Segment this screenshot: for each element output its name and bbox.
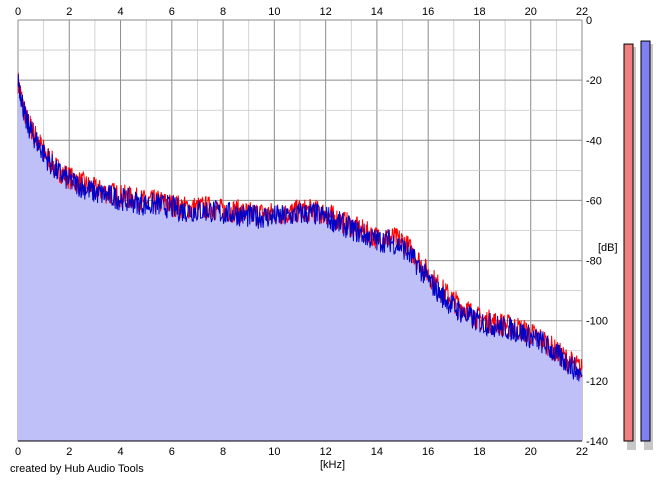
x-tick-label-top: 14	[371, 6, 383, 18]
x-tick-label-top: 8	[220, 6, 226, 18]
y-tick-label: -140	[586, 436, 608, 448]
series-line-right	[17, 74, 583, 382]
x-axis-top: 0 2 4 6 8 10 12 14 16 18 20 22	[15, 6, 588, 18]
y-tick-label: 0	[586, 15, 592, 27]
level-meter-left	[623, 43, 634, 442]
x-tick-label-top: 20	[525, 6, 537, 18]
y-tick-label: -20	[586, 75, 602, 87]
x-tick-label-bottom: 0	[15, 446, 21, 458]
y-tick-label: -60	[586, 195, 602, 207]
x-tick-label-bottom: 12	[320, 446, 332, 458]
x-tick-label-top: 12	[320, 6, 332, 18]
x-tick-label-bottom: 6	[169, 446, 175, 458]
y-axis: 0 -20 -40 -60 -80 -100 -120 -140	[586, 15, 608, 448]
x-tick-label-bottom: 18	[473, 446, 485, 458]
level-meter-right	[640, 40, 651, 442]
spectrum-fill	[18, 74, 582, 442]
x-tick-label-bottom: 14	[371, 446, 383, 458]
x-tick-label-bottom: 2	[66, 446, 72, 458]
x-axis-label: [kHz]	[320, 459, 345, 471]
x-tick-label-top: 22	[576, 6, 588, 18]
y-tick-label: -80	[586, 256, 602, 268]
x-tick-label-bottom: 4	[117, 446, 123, 458]
x-tick-label-bottom: 10	[268, 446, 280, 458]
series-lines	[17, 72, 583, 382]
x-tick-label-top: 16	[422, 6, 434, 18]
credit-text: created by Hub Audio Tools	[10, 463, 144, 475]
x-tick-label-top: 6	[169, 6, 175, 18]
x-tick-label-bottom: 20	[525, 446, 537, 458]
y-tick-label: -120	[586, 376, 608, 388]
x-tick-label-bottom: 22	[576, 446, 588, 458]
x-tick-label-top: 4	[117, 6, 123, 18]
x-axis-bottom: 0 2 4 6 8 10 12 14 16 18 20 22	[15, 446, 588, 458]
y-axis-label: [dB]	[598, 242, 618, 254]
y-tick-label: -40	[586, 135, 602, 147]
x-tick-label-top: 18	[473, 6, 485, 18]
x-tick-label-bottom: 8	[220, 446, 226, 458]
x-tick-label-top: 2	[66, 6, 72, 18]
y-tick-label: -100	[586, 316, 608, 328]
x-tick-label-top: 10	[268, 6, 280, 18]
x-tick-label-top: 0	[15, 6, 21, 18]
x-tick-label-bottom: 16	[422, 446, 434, 458]
level-meters	[623, 40, 653, 451]
